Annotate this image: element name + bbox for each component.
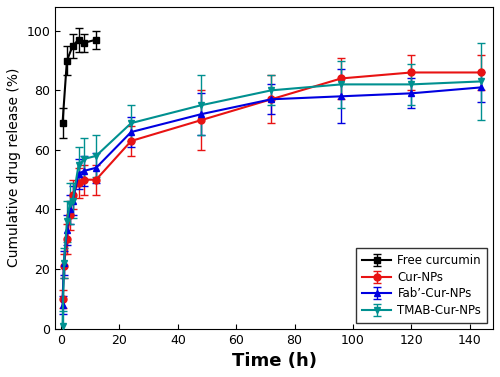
X-axis label: Time (h): Time (h): [232, 352, 316, 370]
Legend: Free curcumin, Cur-NPs, Fab’-Cur-NPs, TMAB-Cur-NPs: Free curcumin, Cur-NPs, Fab’-Cur-NPs, TM…: [356, 248, 487, 323]
Y-axis label: Cumulative drug release (%): Cumulative drug release (%): [7, 68, 21, 267]
